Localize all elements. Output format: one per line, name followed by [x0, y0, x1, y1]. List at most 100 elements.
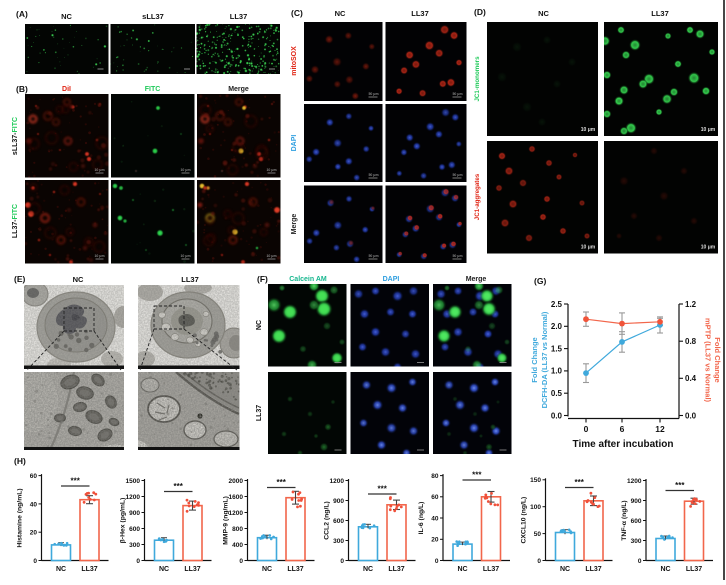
svg-text:400: 400: [232, 542, 243, 549]
svg-text:DAPI: DAPI: [291, 135, 298, 152]
svg-text:0: 0: [584, 424, 589, 434]
svg-text:800: 800: [232, 526, 243, 533]
svg-text:1200: 1200: [627, 478, 642, 485]
svg-text:50 μm: 50 μm: [368, 92, 378, 96]
svg-text:(F): (F): [257, 274, 268, 284]
svg-text:***: ***: [71, 477, 81, 486]
svg-text:0.4: 0.4: [685, 374, 697, 383]
svg-text:NC: NC: [457, 566, 467, 573]
svg-text:Fold Change: Fold Change: [530, 337, 539, 382]
svg-text:1.2: 1.2: [685, 300, 697, 309]
svg-text:20: 20: [30, 530, 38, 537]
svg-text:50: 50: [534, 531, 542, 538]
svg-text:80: 80: [431, 473, 439, 480]
svg-text:NC: NC: [61, 12, 72, 21]
svg-text:(B): (B): [16, 84, 28, 94]
svg-text:sLL37-FITC: sLL37-FITC: [12, 117, 19, 155]
svg-text:0: 0: [340, 558, 344, 565]
svg-text:20: 20: [431, 537, 439, 544]
svg-text:2000: 2000: [229, 478, 244, 485]
svg-text:600: 600: [631, 518, 642, 525]
svg-text:LL37: LL37: [388, 566, 404, 573]
svg-text:0: 0: [136, 558, 140, 565]
svg-text:LL37: LL37: [181, 275, 199, 284]
svg-text:300: 300: [333, 538, 344, 545]
svg-text:LL37: LL37: [483, 566, 499, 573]
svg-text:0: 0: [33, 558, 37, 565]
svg-text:NC: NC: [363, 566, 373, 573]
svg-text:(D): (D): [474, 7, 486, 17]
svg-text:50 μm: 50 μm: [368, 173, 378, 177]
svg-text:10 μm: 10 μm: [266, 168, 276, 172]
svg-text:β-Hex (pg/mL): β-Hex (pg/mL): [120, 498, 127, 544]
svg-text:Time after incubation: Time after incubation: [573, 439, 674, 450]
svg-text:(H): (H): [14, 456, 26, 466]
svg-text:50 μm: 50 μm: [452, 173, 462, 177]
svg-text:0.8: 0.8: [685, 337, 697, 346]
svg-text:NC: NC: [560, 566, 570, 573]
svg-text:150: 150: [530, 477, 541, 484]
svg-text:NC: NC: [335, 9, 346, 18]
svg-text:DAPI: DAPI: [383, 276, 400, 283]
svg-text:2.5: 2.5: [551, 300, 563, 309]
svg-text:mitoSOX: mitoSOX: [291, 46, 298, 76]
svg-text:NC: NC: [256, 320, 263, 330]
svg-text:LL37: LL37: [585, 566, 601, 573]
svg-text:300: 300: [631, 538, 642, 545]
svg-text:10 μm: 10 μm: [581, 127, 596, 133]
svg-text:50 μm: 50 μm: [452, 92, 462, 96]
svg-text:100: 100: [530, 504, 541, 511]
svg-text:***: ***: [174, 482, 184, 491]
svg-text:0.0: 0.0: [685, 411, 697, 420]
svg-text:1200: 1200: [126, 494, 141, 501]
svg-text:10 μm: 10 μm: [180, 254, 190, 258]
svg-text:NC: NC: [262, 566, 272, 573]
svg-text:IL-6 (ng/L): IL-6 (ng/L): [418, 502, 425, 535]
svg-text:***: ***: [277, 478, 287, 487]
svg-text:1500: 1500: [126, 478, 141, 485]
svg-text:***: ***: [378, 485, 388, 494]
svg-text:1200: 1200: [229, 510, 244, 517]
svg-text:LL37: LL37: [184, 566, 200, 573]
svg-text:900: 900: [333, 498, 344, 505]
svg-text:60: 60: [30, 473, 38, 480]
svg-text:0: 0: [435, 558, 439, 565]
svg-text:DiI: DiI: [62, 86, 71, 93]
svg-text:10 μm: 10 μm: [581, 245, 596, 251]
svg-text:1.0: 1.0: [551, 367, 563, 376]
svg-text:40: 40: [431, 515, 439, 522]
svg-text:900: 900: [129, 510, 140, 517]
svg-text:NC: NC: [56, 566, 66, 573]
svg-text:0: 0: [537, 558, 541, 565]
svg-text:mPTP (LL37 vs Normal): mPTP (LL37 vs Normal): [704, 318, 713, 403]
svg-text:JC1-monomers: JC1-monomers: [474, 56, 481, 102]
svg-text:2.0: 2.0: [551, 322, 563, 331]
svg-text:TNF-α (ng/L): TNF-α (ng/L): [621, 500, 628, 540]
svg-text:Merge: Merge: [228, 86, 249, 93]
svg-text:JC1-aggregates: JC1-aggregates: [474, 173, 481, 220]
svg-text:CXCL10 (ng/L): CXCL10 (ng/L): [521, 497, 528, 544]
svg-text:LL37: LL37: [287, 566, 303, 573]
svg-text:10 μm: 10 μm: [701, 127, 716, 133]
svg-text:1200: 1200: [330, 478, 345, 485]
svg-text:10 μm: 10 μm: [94, 254, 104, 258]
svg-text:NC: NC: [538, 9, 549, 18]
svg-text:600: 600: [333, 518, 344, 525]
svg-text:50 μm: 50 μm: [368, 254, 378, 258]
svg-text:300: 300: [129, 542, 140, 549]
svg-text:0.0: 0.0: [551, 411, 563, 420]
svg-text:900: 900: [631, 498, 642, 505]
svg-text:1600: 1600: [229, 494, 244, 501]
svg-text:sLL37: sLL37: [142, 12, 164, 21]
svg-text:0.5: 0.5: [551, 389, 563, 398]
svg-text:Histamine (ng/mL): Histamine (ng/mL): [17, 488, 24, 547]
svg-text:***: ***: [675, 481, 685, 490]
svg-text:LL37-FITC: LL37-FITC: [12, 204, 19, 238]
svg-text:NC: NC: [159, 566, 169, 573]
svg-text:60: 60: [431, 494, 439, 501]
svg-text:LL37: LL37: [256, 405, 263, 421]
svg-text:10 μm: 10 μm: [266, 254, 276, 258]
svg-text:Merge: Merge: [291, 214, 298, 235]
svg-text:***: ***: [575, 478, 585, 487]
svg-text:***: ***: [472, 471, 482, 480]
